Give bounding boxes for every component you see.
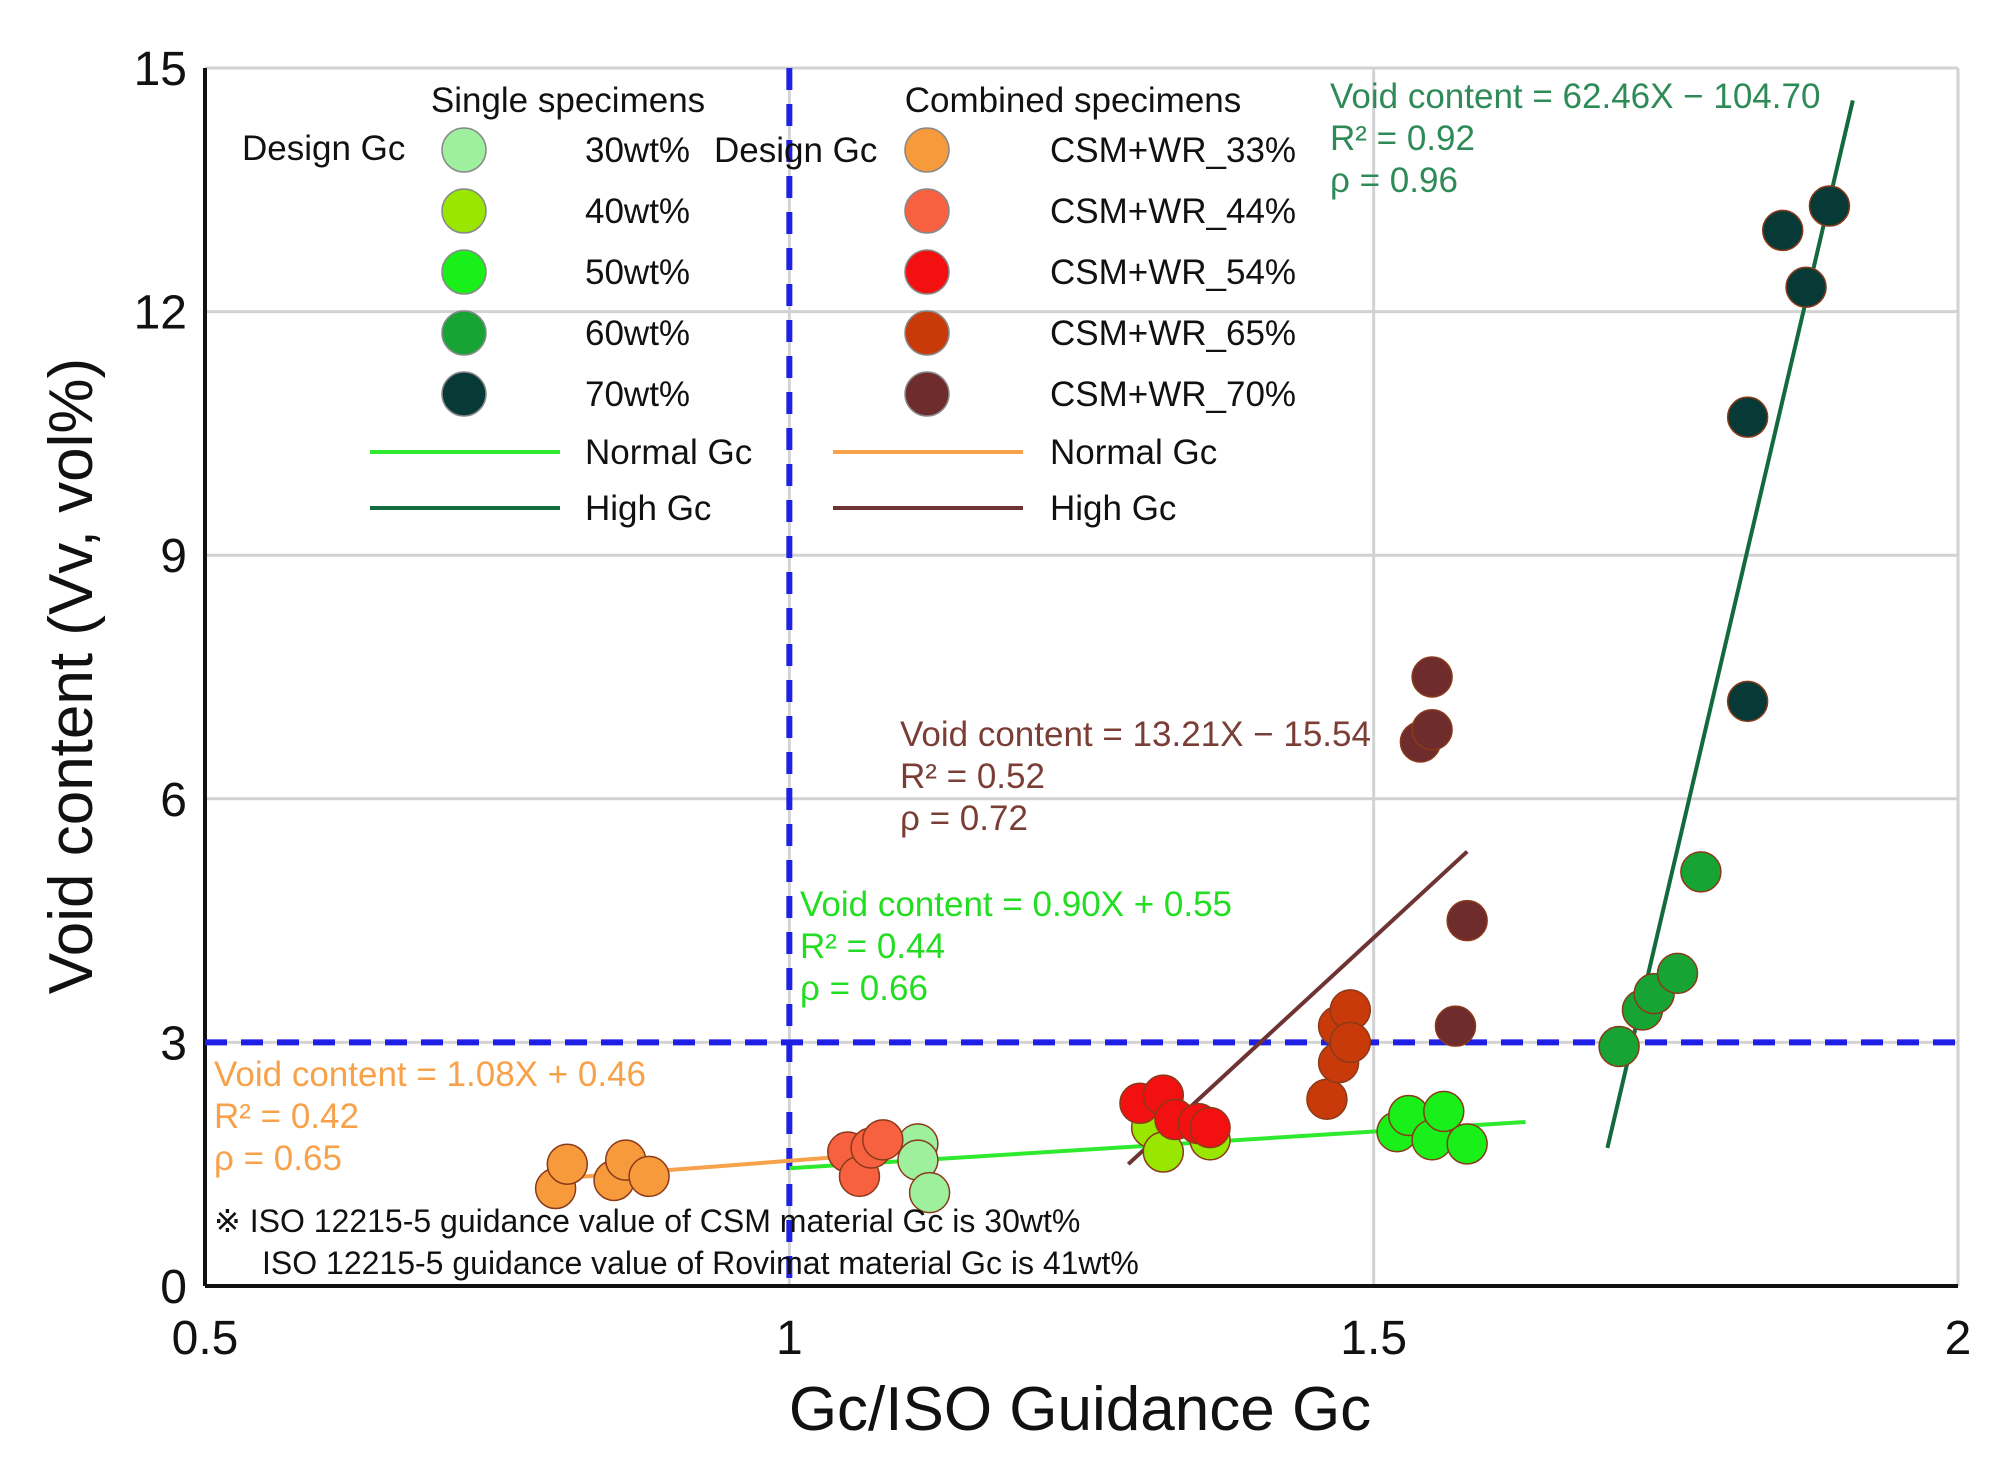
x-tick-label: 2: [1945, 1312, 1972, 1365]
annotation-text: R² = 0.42: [214, 1097, 359, 1136]
legend-marker: [441, 188, 487, 234]
legend-label: 70wt%: [585, 375, 690, 414]
legend-marker: [441, 371, 487, 417]
annotation-text: Void content = 0.90X + 0.55: [800, 885, 1232, 924]
legend-marker: [441, 310, 487, 356]
legend-label: 60wt%: [585, 314, 690, 353]
y-tick-label: 3: [160, 1017, 187, 1070]
y-tick-label: 9: [160, 530, 187, 583]
legend-marker: [904, 188, 950, 234]
legend-label: CSM+WR_33%: [1050, 131, 1296, 170]
annotation-text: ρ = 0.65: [214, 1139, 342, 1178]
y-tick-label: 0: [160, 1261, 187, 1314]
annotation-text: ρ = 0.72: [900, 799, 1028, 838]
data-point: [546, 1143, 589, 1185]
data-point: [862, 1119, 904, 1161]
y-axis-label: Void content (Vv, vol%): [37, 358, 106, 994]
legend-marker: [904, 249, 950, 295]
legend-label: CSM+WR_44%: [1050, 192, 1296, 231]
data-point: [628, 1155, 670, 1198]
data-point: [1306, 1078, 1348, 1120]
legend-marker: [441, 127, 487, 173]
legend-label: CSM+WR_70%: [1050, 375, 1296, 414]
y-tick-label: 12: [134, 287, 187, 340]
data-point: [1446, 899, 1488, 942]
data-point: [1785, 266, 1827, 308]
data-point: [1411, 656, 1453, 698]
data-point: [1726, 680, 1769, 723]
x-tick-label: 1.5: [1340, 1312, 1407, 1365]
annotation-text: R² = 0.52: [900, 757, 1045, 796]
footnotes: ※ ISO 12215-5 guidance value of CSM mate…: [214, 1203, 1139, 1281]
legend-label: 50wt%: [585, 253, 690, 292]
data-point: [1411, 709, 1453, 751]
data-point: [1808, 185, 1851, 227]
legend-label: 40wt%: [585, 192, 690, 231]
x-axis-label: Gc/ISO Guidance Gc: [789, 1375, 1371, 1444]
reference-lines: [205, 68, 1958, 1286]
annotation-text: Void content = 13.21X − 15.54: [900, 715, 1371, 754]
annotation-text: R² = 0.44: [800, 927, 945, 966]
y-tick-label: 6: [160, 774, 187, 827]
axes: [203, 68, 1958, 1288]
legend-marker: [904, 371, 950, 417]
legend-label: High Gc: [585, 489, 711, 528]
data-point: [1189, 1106, 1231, 1149]
legend-label: CSM+WR_54%: [1050, 253, 1296, 292]
legend-single-title: Single specimens: [431, 81, 705, 120]
x-tick-label: 1: [776, 1312, 803, 1365]
legend-label: Normal Gc: [1050, 433, 1217, 472]
annotation-text: R² = 0.92: [1330, 119, 1475, 158]
data-points: [534, 185, 1851, 1214]
legend-label: 30wt%: [585, 131, 690, 170]
data-point: [1446, 1123, 1488, 1165]
x-tick-label: 0.5: [172, 1312, 239, 1365]
legend: Single specimens Combined specimens Design…: [242, 81, 1296, 528]
data-point: [1598, 1025, 1640, 1068]
tick-labels: 0.5 1 1.5 2 0 3 6 9 12 15: [134, 43, 1972, 1365]
legend-label: Normal Gc: [585, 433, 752, 472]
data-point: [1761, 209, 1804, 252]
data-point: [1656, 952, 1699, 995]
annotation-text: ρ = 0.96: [1330, 161, 1458, 200]
annotation-text: Void content = 1.08X + 0.46: [214, 1055, 646, 1094]
legend-combined-design-label: Design Gc: [714, 131, 877, 170]
data-point: [1423, 1090, 1465, 1133]
data-point: [1680, 851, 1722, 893]
legend-label: High Gc: [1050, 489, 1176, 528]
footnote-line: ISO 12215-5 guidance value of Rovimat ma…: [262, 1245, 1139, 1281]
annotation-text: ρ = 0.66: [800, 969, 928, 1008]
data-point: [1726, 396, 1769, 438]
legend-marker: [441, 249, 487, 295]
legend-marker: [904, 127, 950, 173]
data-point: [908, 1171, 951, 1214]
data-point: [1434, 1005, 1477, 1047]
legend-marker: [904, 310, 950, 356]
data-point: [1329, 1021, 1372, 1064]
legend-single-design-label: Design Gc: [242, 129, 405, 168]
annotation-text: Void content = 62.46X − 104.70: [1330, 77, 1820, 116]
footnote-line: ※ ISO 12215-5 guidance value of CSM mate…: [214, 1203, 1080, 1239]
legend-combined-title: Combined specimens: [905, 81, 1242, 120]
legend-label: CSM+WR_65%: [1050, 314, 1296, 353]
y-tick-label: 15: [134, 43, 187, 96]
